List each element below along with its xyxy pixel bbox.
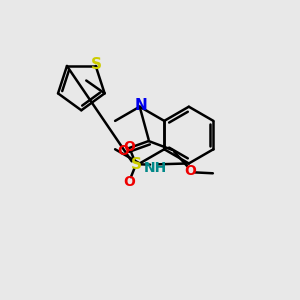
Text: O: O — [124, 175, 135, 189]
Text: O: O — [124, 140, 135, 154]
Text: S: S — [91, 57, 101, 72]
Text: O: O — [117, 145, 129, 158]
Text: NH: NH — [144, 161, 167, 175]
Text: S: S — [130, 157, 142, 172]
Text: O: O — [184, 164, 196, 178]
Text: N: N — [135, 98, 148, 113]
